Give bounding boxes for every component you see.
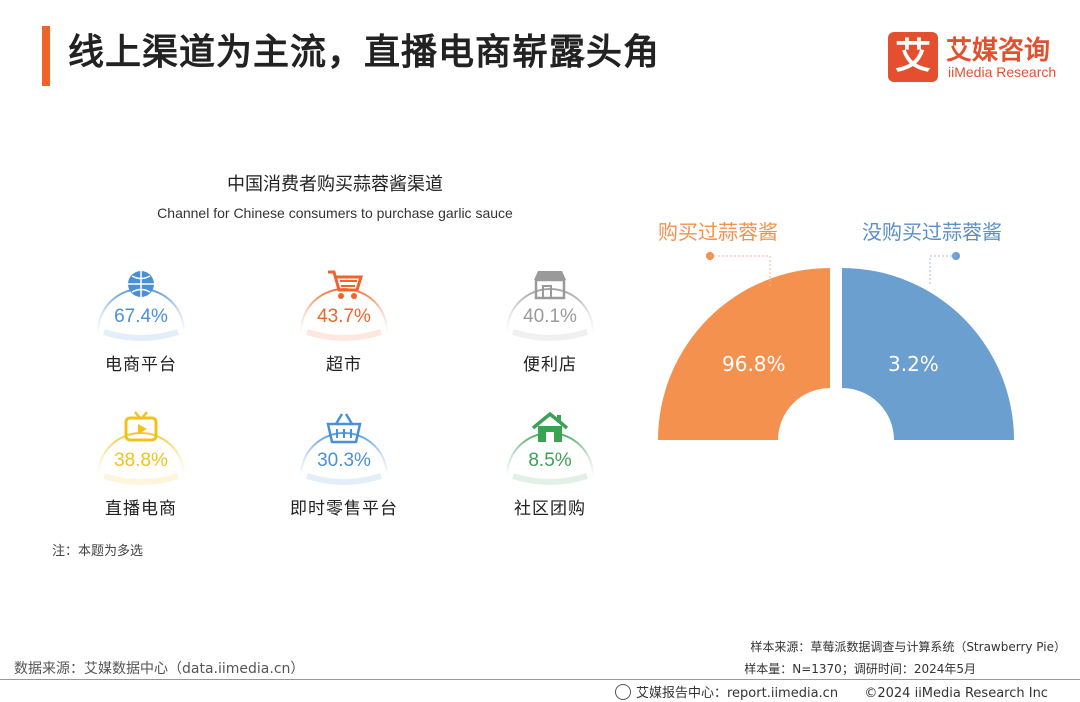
channel-value: 67.4% xyxy=(114,306,168,327)
logo-mark: 艾 xyxy=(888,32,938,82)
footer-divider xyxy=(0,679,1080,680)
basket-icon xyxy=(326,413,362,444)
report-center: 艾媒报告中心：report.iimedia.cn xyxy=(636,686,839,701)
channel-item: 8.5% 社区团购 xyxy=(503,396,613,536)
sample-info: 样本量：N=1370；调研时间：2024年5月 xyxy=(744,662,976,676)
channel-chart-subtitle: Channel for Chinese consumers to purchas… xyxy=(157,205,513,221)
not-bought-leader-line xyxy=(929,252,960,286)
channel-item: 38.8% 直播电商 xyxy=(94,396,204,536)
channel-value: 40.1% xyxy=(523,306,577,327)
page-title: 线上渠道为主流，直播电商崭露头角 xyxy=(68,32,661,73)
iimedia-logo: 艾 艾媒咨询 iiMedia Research xyxy=(888,28,1068,84)
purchase-semicircle-chart xyxy=(658,268,1014,440)
store-icon xyxy=(534,271,566,300)
channel-chart-title: 中国消费者购买蒜蓉酱渠道 xyxy=(227,174,443,195)
channel-label: 直播电商 xyxy=(105,499,177,519)
channel-item: 43.7% 超市 xyxy=(297,252,407,392)
shopping-cart-icon xyxy=(328,270,364,299)
bought-sector xyxy=(658,268,830,440)
channel-value: 43.7% xyxy=(317,306,371,327)
channel-item: 30.3% 即时零售平台 xyxy=(290,396,407,536)
title-accent-bar xyxy=(42,26,50,86)
channel-item: 40.1% 便利店 xyxy=(503,252,613,392)
footer: 艾媒报告中心：report.iimedia.cn ©2024 iiMedia R… xyxy=(615,682,1048,701)
data-source: 数据来源：艾媒数据中心（data.iimedia.cn） xyxy=(14,661,305,677)
house-icon xyxy=(531,411,569,442)
bought-label: 购买过蒜蓉酱 xyxy=(658,220,778,244)
copyright: ©2024 iiMedia Research Inc xyxy=(864,686,1048,701)
multiple-choice-note: 注：本题为多选 xyxy=(52,544,144,559)
channel-label: 社区团购 xyxy=(514,499,586,519)
not-bought-value: 3.2% xyxy=(888,352,939,376)
channel-arc xyxy=(97,432,185,485)
channel-label: 电商平台 xyxy=(105,355,177,375)
bought-value: 96.8% xyxy=(722,352,786,376)
channel-label: 便利店 xyxy=(523,355,577,375)
tv-play-icon xyxy=(124,411,158,442)
not-bought-label: 没购买过蒜蓉酱 xyxy=(862,220,1002,244)
channel-value: 38.8% xyxy=(114,450,168,471)
sample-source: 样本来源：草莓派数据调查与计算系统（Strawberry Pie） xyxy=(750,640,1066,654)
bought-leader-line xyxy=(706,252,771,286)
globe-icon xyxy=(615,684,631,700)
channel-value: 30.3% xyxy=(317,450,371,471)
not-bought-sector xyxy=(842,268,1014,440)
logo-name-cn: 艾媒咨询 xyxy=(946,36,1051,66)
channel-value: 8.5% xyxy=(528,450,572,471)
logo-name-en: iiMedia Research xyxy=(948,64,1057,80)
channel-item: 67.4% 电商平台 xyxy=(94,252,204,392)
globe-icon xyxy=(128,271,154,297)
channel-label: 超市 xyxy=(326,355,362,375)
channel-label: 即时零售平台 xyxy=(290,499,398,519)
